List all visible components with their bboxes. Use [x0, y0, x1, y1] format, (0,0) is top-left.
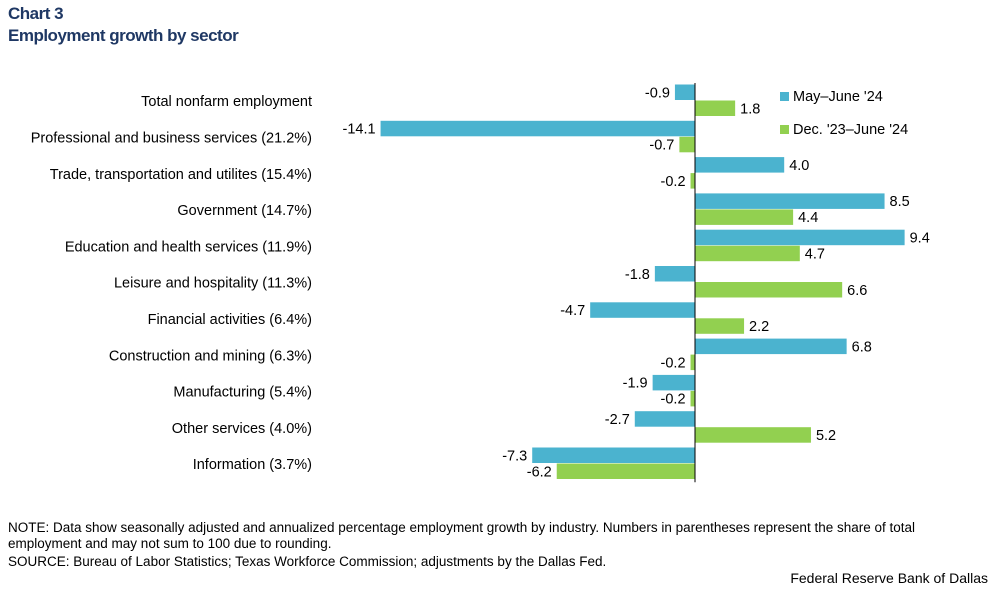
data-label: -0.9 [645, 85, 670, 101]
category-label: Total nonfarm employment [141, 94, 312, 110]
bar-dec-june [690, 173, 695, 189]
data-label: -4.7 [560, 303, 585, 319]
data-label: 5.2 [816, 428, 836, 444]
data-label: -0.2 [661, 392, 686, 408]
legend-swatch [780, 125, 789, 134]
bar-dec-june [695, 282, 843, 298]
bar-may-june [652, 374, 695, 391]
data-label: 6.8 [852, 339, 872, 355]
bar-dec-june [679, 136, 695, 153]
chart-note: NOTE: Data show seasonally adjusted and … [8, 520, 916, 551]
legend-label: May–June '24 [793, 89, 883, 105]
category-label: Other services (4.0%) [172, 421, 312, 437]
category-label: Manufacturing (5.4%) [173, 385, 312, 401]
bar-may-june [380, 120, 695, 137]
bar-dec-june [556, 463, 695, 479]
data-label: -0.7 [649, 138, 674, 154]
category-label: Government (14.7%) [177, 203, 312, 219]
bar-may-june [695, 229, 905, 246]
bar-may-june [695, 193, 885, 209]
data-label: -2.7 [605, 412, 630, 428]
bar-dec-june [695, 209, 794, 225]
category-label: Leisure and hospitality (11.3%) [114, 276, 312, 292]
data-label: 4.7 [805, 246, 825, 262]
category-label: Construction and mining (6.3%) [109, 348, 312, 364]
bar-dec-june [690, 390, 695, 407]
data-label: 2.2 [749, 319, 769, 335]
data-label: -1.8 [625, 267, 650, 283]
category-label: Information (3.7%) [193, 457, 312, 473]
category-label: Education and health services (11.9%) [65, 239, 312, 255]
bar-may-june [654, 266, 695, 282]
category-label: Professional and business services (21.2… [31, 130, 312, 146]
bar-may-june [695, 338, 847, 355]
data-label: -7.3 [502, 448, 527, 464]
publisher-credit: Federal Reserve Bank of Dallas [790, 570, 988, 586]
data-label: 8.5 [890, 194, 910, 210]
data-label: -6.2 [527, 464, 552, 480]
legend-label: Dec. '23–June '24 [793, 122, 908, 138]
bar-chart: Total nonfarm employment -0.9 1.8 Professio… [31, 83, 930, 483]
bar-dec-june [695, 318, 745, 334]
chart-source: SOURCE: Bureau of Labor Statistics; Texa… [8, 554, 607, 569]
bar-dec-june [695, 427, 811, 443]
bar-may-june [532, 447, 695, 463]
legend-swatch [780, 92, 789, 101]
data-label: -1.9 [623, 376, 648, 392]
data-label: -0.2 [661, 174, 686, 190]
data-label: 6.6 [847, 283, 867, 299]
bar-dec-june [695, 100, 736, 116]
data-label: 4.4 [798, 210, 818, 226]
bar-dec-june [690, 354, 695, 371]
category-label: Trade, transportation and utilites (15.4… [50, 167, 312, 183]
bar-may-june [695, 157, 785, 173]
data-label: -14.1 [343, 122, 376, 138]
bar-may-june [634, 411, 695, 427]
data-label: 4.0 [789, 158, 809, 174]
data-label: -0.2 [661, 355, 686, 371]
data-label: 9.4 [910, 230, 930, 246]
bar-may-june [590, 302, 695, 318]
category-label: Financial activities (6.4%) [148, 312, 312, 328]
bar-may-june [674, 84, 695, 100]
chart-number: Chart 3 [8, 4, 64, 23]
data-label: 1.8 [740, 101, 760, 117]
chart-title: Employment growth by sector [8, 26, 239, 45]
bar-dec-june [695, 245, 800, 262]
